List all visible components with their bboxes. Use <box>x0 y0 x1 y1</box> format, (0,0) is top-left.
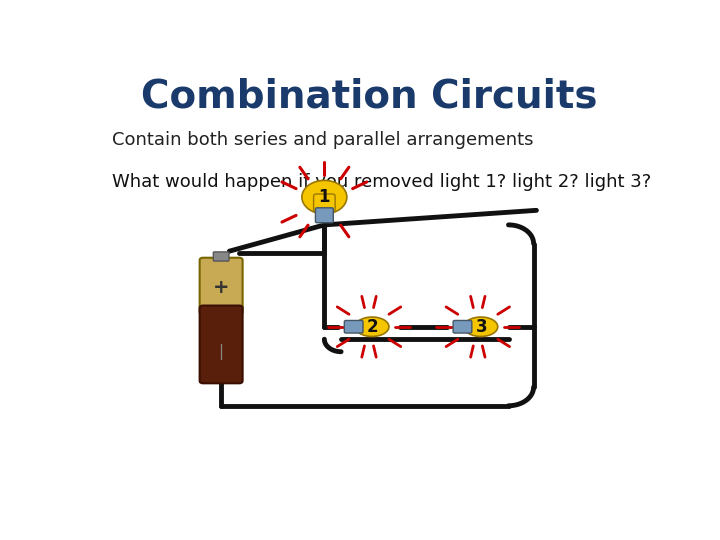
Ellipse shape <box>464 317 498 336</box>
Text: 3: 3 <box>476 318 487 336</box>
FancyBboxPatch shape <box>344 320 363 333</box>
Text: |: | <box>219 343 224 360</box>
Ellipse shape <box>355 317 389 336</box>
FancyBboxPatch shape <box>453 320 472 333</box>
FancyBboxPatch shape <box>314 194 335 212</box>
Text: Contain both series and parallel arrangements: Contain both series and parallel arrange… <box>112 131 534 150</box>
Text: What would happen if you removed light 1? light 2? light 3?: What would happen if you removed light 1… <box>112 173 652 191</box>
Text: 2: 2 <box>367 318 379 336</box>
FancyBboxPatch shape <box>199 258 243 315</box>
FancyBboxPatch shape <box>199 306 243 383</box>
Circle shape <box>302 180 347 214</box>
FancyBboxPatch shape <box>315 208 333 222</box>
Text: 1: 1 <box>319 188 330 206</box>
Text: +: + <box>213 278 230 297</box>
Text: Combination Circuits: Combination Circuits <box>140 77 598 115</box>
FancyBboxPatch shape <box>213 252 229 261</box>
